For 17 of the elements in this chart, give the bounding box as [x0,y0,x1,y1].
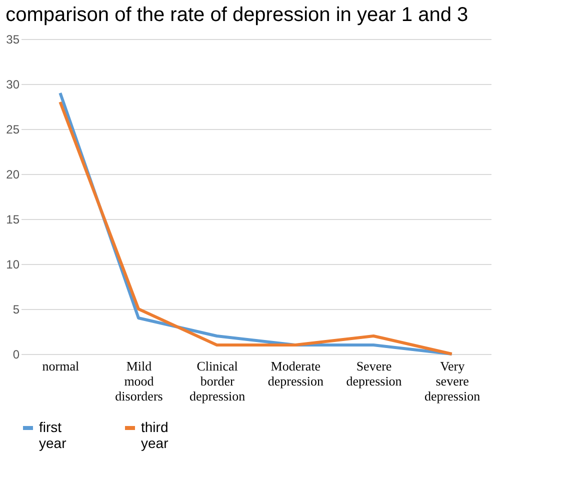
legend-label: first year [39,419,67,451]
y-tick-label: 20 [6,168,20,182]
x-tick-label: Severe depression [346,358,402,388]
legend-label: third year [141,419,169,451]
y-tick-label: 0 [12,348,20,362]
y-tick-label: 10 [6,258,20,272]
x-tick-label: Moderate depression [268,358,324,388]
x-tick-label: Very severe depression [424,358,481,404]
y-tick-label: 25 [6,122,20,136]
x-tick-label: Clinical border depression [190,358,246,404]
y-tick-label: 30 [6,78,20,92]
x-tick-label: normal [42,358,80,374]
y-tick-label: 35 [6,32,20,46]
y-tick-label: 15 [6,212,20,226]
x-tick-label: Mild mood disorders [115,358,163,404]
chart-title: comparison of the rate of depression in year 1 and 3 [6,4,468,26]
y-tick-label: 5 [12,302,20,316]
